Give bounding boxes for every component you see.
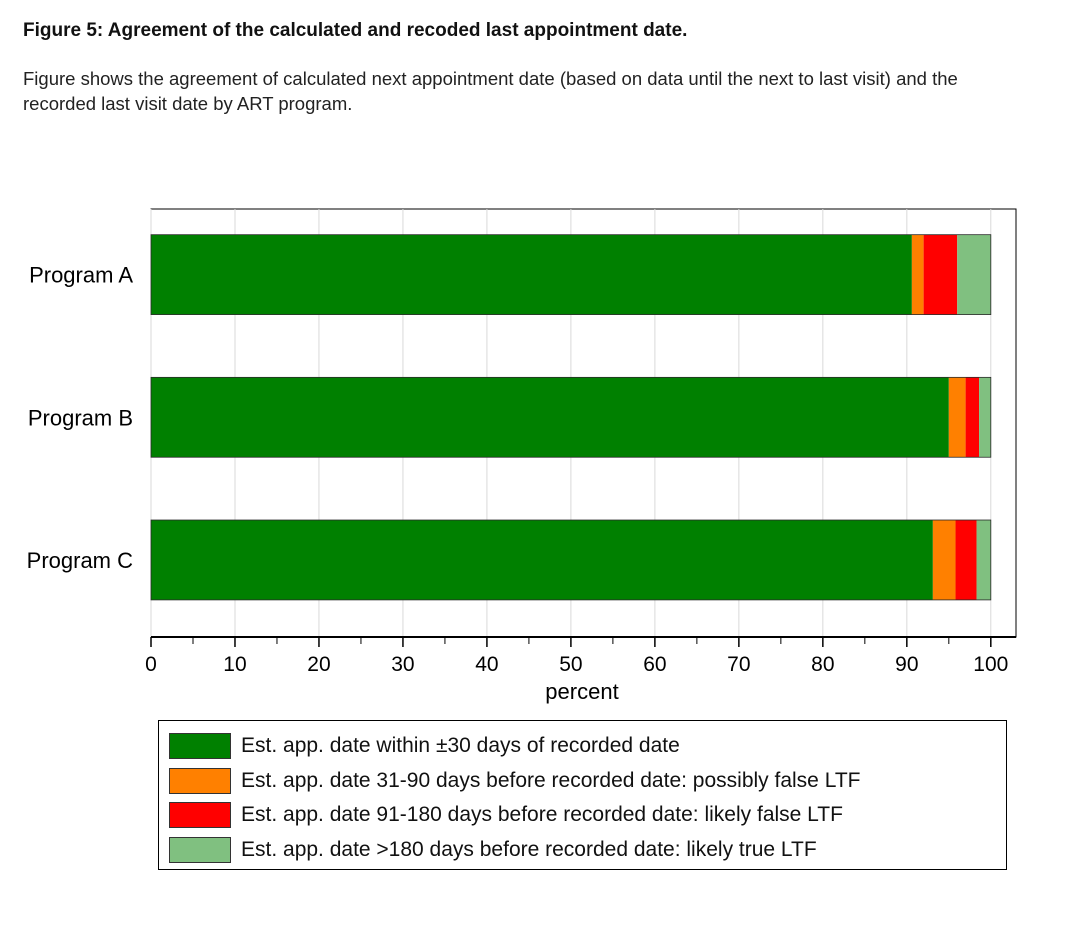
bar-segment (911, 234, 924, 315)
x-tick-label: 80 (811, 653, 834, 676)
legend-item-31-90-days: Est. app. date 31-90 days before recorde… (169, 764, 996, 799)
legend-item-over-180-days: Est. app. date >180 days before recorded… (169, 833, 996, 868)
category-labels: Program A Program B Program C (27, 263, 134, 573)
legend-swatch (169, 767, 231, 794)
category-label: Program C (27, 548, 133, 573)
bar-segment (957, 234, 991, 315)
bar-segment (151, 520, 933, 600)
x-tick-label: 10 (223, 653, 246, 676)
bar-segment (976, 520, 991, 600)
bar-segment (965, 377, 980, 458)
bar-outline (150, 519, 992, 601)
x-tick-label: 20 (307, 653, 330, 676)
x-tick-label: 70 (727, 653, 750, 676)
legend-label: Est. app. date 91-180 days before record… (241, 803, 843, 827)
legend-label: Est. app. date within ±30 days of record… (241, 734, 680, 758)
stacked-bar-chart: 0 10 20 30 40 50 60 70 80 90 100 Program AProgram … (27, 208, 1017, 704)
bar-segment (932, 520, 956, 600)
x-tick-label: 100 (973, 653, 1008, 676)
bar-segment (948, 377, 966, 458)
figure-caption: Figure shows the agreement of calculated… (23, 68, 958, 114)
bar-outline (150, 376, 992, 458)
category-label: Program B (28, 405, 133, 430)
legend: Est. app. date within ±30 days of record… (158, 720, 1007, 870)
legend-swatch (169, 802, 231, 829)
bar-outline (150, 234, 992, 315)
legend-label: Est. app. date 31-90 days before recorde… (241, 768, 861, 792)
x-axis-ticks: 0 10 20 30 40 50 60 70 80 90 100 (145, 637, 1008, 676)
legend-swatch (169, 836, 231, 863)
bar-segment (955, 520, 977, 600)
bar-segment (979, 377, 991, 458)
x-tick-label: 40 (475, 653, 498, 676)
legend-item-91-180-days: Est. app. date 91-180 days before record… (169, 798, 996, 833)
legend-label: Est. app. date >180 days before recorded… (241, 837, 817, 861)
figure-title: Figure 5: Agreement of the calculated an… (23, 20, 688, 41)
legend-swatch (169, 733, 231, 760)
x-tick-label: 0 (145, 653, 157, 676)
legend-item-within-30-days: Est. app. date within ±30 days of record… (169, 729, 996, 764)
bar-segment (923, 234, 958, 315)
x-tick-label: 60 (643, 653, 666, 676)
category-label: Program A (29, 263, 133, 288)
x-axis-title: percent (545, 679, 618, 704)
bar-segment (151, 377, 949, 458)
x-tick-label: 90 (895, 653, 918, 676)
bars (150, 234, 992, 601)
x-tick-label: 30 (391, 653, 414, 676)
x-tick-label: 50 (559, 653, 582, 676)
bar-segment (151, 234, 912, 315)
